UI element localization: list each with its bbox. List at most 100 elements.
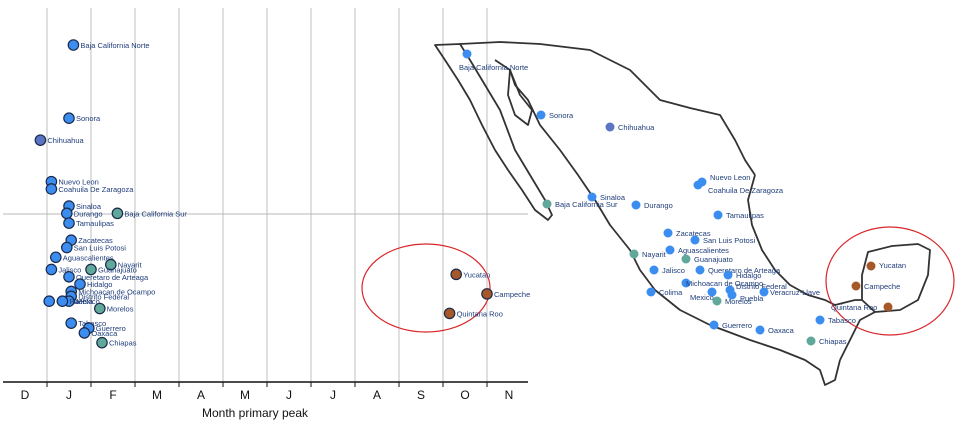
- data-point-label: Quintana Roo: [457, 309, 503, 318]
- map-point: [759, 287, 769, 297]
- map-point: [712, 296, 722, 306]
- map-point-label: Nuevo Leon: [710, 173, 750, 182]
- x-tick-label: J: [330, 388, 336, 402]
- data-point-label: Chiapas: [109, 339, 137, 348]
- data-point: [78, 327, 91, 339]
- x-axis-title: Month primary peak: [202, 406, 309, 420]
- map-point-label: Guerrero: [722, 321, 752, 330]
- x-tick-label: A: [197, 388, 205, 402]
- data-point-label: Nuevo Leon: [58, 178, 98, 187]
- data-point: [34, 134, 47, 146]
- x-tick-label: M: [240, 388, 250, 402]
- data-point: [45, 263, 58, 276]
- data-point: [94, 302, 106, 315]
- map-point: [681, 254, 691, 264]
- data-point-label: San Luis Potosi: [74, 244, 126, 253]
- map-point-label: Baja California Norte: [459, 63, 528, 72]
- data-point-label: Sonora: [76, 114, 101, 123]
- map-points: Baja California Norte Sonora Chihuahua Nuev…: [459, 49, 906, 346]
- map-point: [755, 325, 765, 335]
- map-point: [693, 180, 703, 190]
- map-point: [665, 245, 675, 255]
- data-point-label: Campeche: [494, 290, 530, 299]
- map-point-label: Yucatan: [879, 261, 906, 270]
- data-point: [481, 288, 493, 300]
- map-point-label: Guanajuato: [694, 255, 733, 264]
- map-point: [542, 199, 552, 209]
- map-point-label: Distrito Federal: [736, 282, 787, 291]
- chart-grid: [46, 8, 488, 382]
- data-point: [61, 241, 73, 254]
- data-point-label: Chihuahua: [47, 136, 84, 145]
- map-point-label: Queretaro de Arteaga: [708, 266, 781, 275]
- data-point-label: Oaxaca: [91, 329, 118, 338]
- x-tick-label: N: [505, 388, 514, 402]
- data-point: [61, 207, 73, 220]
- map-point-label: Chiapas: [819, 337, 847, 346]
- data-point: [450, 268, 462, 281]
- highlight-ellipse: [361, 243, 491, 333]
- mexico-outline: [434, 41, 931, 386]
- map-point: [695, 265, 705, 275]
- x-tick-label: A: [373, 388, 381, 402]
- data-point-label: Coahuila De Zaragoza: [58, 185, 134, 194]
- data-point-label: Zacatecas: [78, 236, 113, 245]
- map-point: [707, 287, 717, 297]
- data-point-label: Hidalgo: [87, 280, 112, 289]
- data-point-label: Puebla: [69, 297, 93, 306]
- map-point-label: Campeche: [864, 282, 900, 291]
- data-point-label: Tamaulipas: [76, 219, 114, 228]
- map-point-label: Michoacan de Ocampo: [686, 279, 763, 288]
- map-point-label: Quintana Roo: [831, 303, 877, 312]
- map-point-label: Colima: [659, 288, 683, 297]
- map-point-label: Coahuila De Zaragoza: [708, 186, 784, 195]
- chart-points: Baja California Norte Sonora Chihuahua Nuev…: [34, 39, 530, 349]
- map-point: [587, 192, 597, 202]
- map-highlight-ellipse: [825, 226, 955, 336]
- map-point-label: Zacatecas: [676, 229, 711, 238]
- x-tick-label: J: [286, 388, 292, 402]
- map-point: [690, 235, 700, 245]
- data-point-label: Mexico: [76, 297, 100, 306]
- data-point-label: Guanajuato: [98, 265, 137, 274]
- x-tick-label: F: [109, 388, 116, 402]
- map-point-label: Oaxaca: [768, 326, 795, 335]
- map-point-label: Tabasco: [828, 316, 856, 325]
- data-point-label: Michoacan de Ocampo: [78, 287, 155, 296]
- map-point: [629, 249, 639, 259]
- map-point: [605, 122, 615, 132]
- map-point-label: Baja California Sur: [555, 200, 618, 209]
- data-point-label: Morelos: [107, 305, 134, 314]
- map-point-label: Aguascalientes: [678, 246, 729, 255]
- data-point-label: Guerrero: [96, 324, 126, 333]
- map-point: [663, 228, 673, 238]
- map-point: [536, 110, 546, 120]
- x-tick-label: O: [460, 388, 469, 402]
- map-point-label: Morelos: [725, 297, 752, 306]
- x-tick-label: D: [21, 388, 30, 402]
- map-point-label: Mexico: [690, 293, 714, 302]
- data-point-label: Durango: [74, 209, 103, 218]
- map-point-label: Chihuahua: [618, 123, 655, 132]
- map-point-label: Nayarit: [642, 250, 667, 259]
- map-point-label: Hidalgo: [736, 271, 761, 280]
- data-point: [111, 207, 124, 220]
- peak-month-scatter-chart: D J F M A M J J A S O N Month primary peak Baja Cal…: [3, 8, 530, 420]
- x-tick-label: M: [152, 388, 162, 402]
- map-point-label: Jalisco: [662, 266, 685, 275]
- data-point: [65, 317, 77, 329]
- data-point-label: Sinaloa: [76, 202, 102, 211]
- data-point: [74, 278, 86, 290]
- data-point: [63, 270, 75, 283]
- data-point: [63, 217, 75, 229]
- map-point: [646, 287, 656, 297]
- data-point-label: Baja California Sur: [124, 209, 187, 218]
- map-point: [851, 281, 861, 291]
- map-point-label: Sinaloa: [600, 193, 626, 202]
- data-point: [85, 263, 97, 276]
- data-point-label: Nayarit: [118, 261, 143, 270]
- data-point-label: Distrito Federal: [78, 292, 129, 301]
- data-point: [443, 307, 456, 320]
- data-point-label: Yucatan: [463, 270, 490, 279]
